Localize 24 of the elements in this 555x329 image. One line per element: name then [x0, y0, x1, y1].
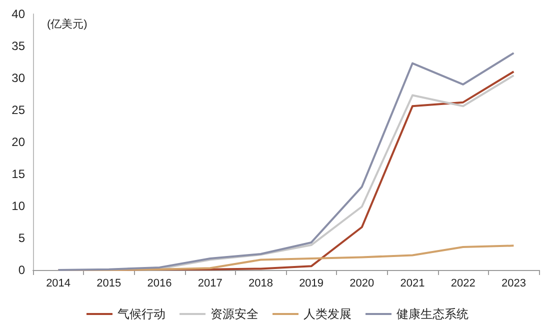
- y-axis-title: (亿美元): [47, 18, 88, 30]
- x-tick-label: 2022: [450, 278, 476, 290]
- x-tick-label: 2021: [400, 278, 425, 290]
- legend-label: 资源安全: [210, 307, 258, 321]
- y-tick-label: 30: [12, 71, 26, 85]
- x-tick-label: 2018: [248, 278, 273, 290]
- y-tick-label: 10: [12, 199, 26, 213]
- x-tick-label: 2014: [46, 278, 71, 290]
- x-tick-label: 2015: [96, 278, 122, 290]
- y-tick-label: 40: [12, 7, 26, 21]
- legend-label: 气候行动: [118, 307, 166, 321]
- y-tick-label: 35: [12, 39, 26, 53]
- y-tick-label: 5: [18, 231, 26, 245]
- x-tick-label: 2019: [299, 278, 324, 290]
- x-tick-label: 2020: [350, 278, 374, 290]
- y-tick-label: 15: [12, 167, 26, 181]
- y-tick-label: 0: [18, 263, 26, 277]
- legend-label: 人类发展: [304, 307, 352, 321]
- y-tick-label: 25: [12, 103, 26, 117]
- legend-label: 健康生态系统: [396, 307, 468, 321]
- y-tick-label: 20: [12, 135, 26, 149]
- x-tick-label: 2023: [501, 278, 526, 290]
- x-tick-label: 2017: [198, 278, 222, 290]
- x-tick-label: 2016: [147, 278, 172, 290]
